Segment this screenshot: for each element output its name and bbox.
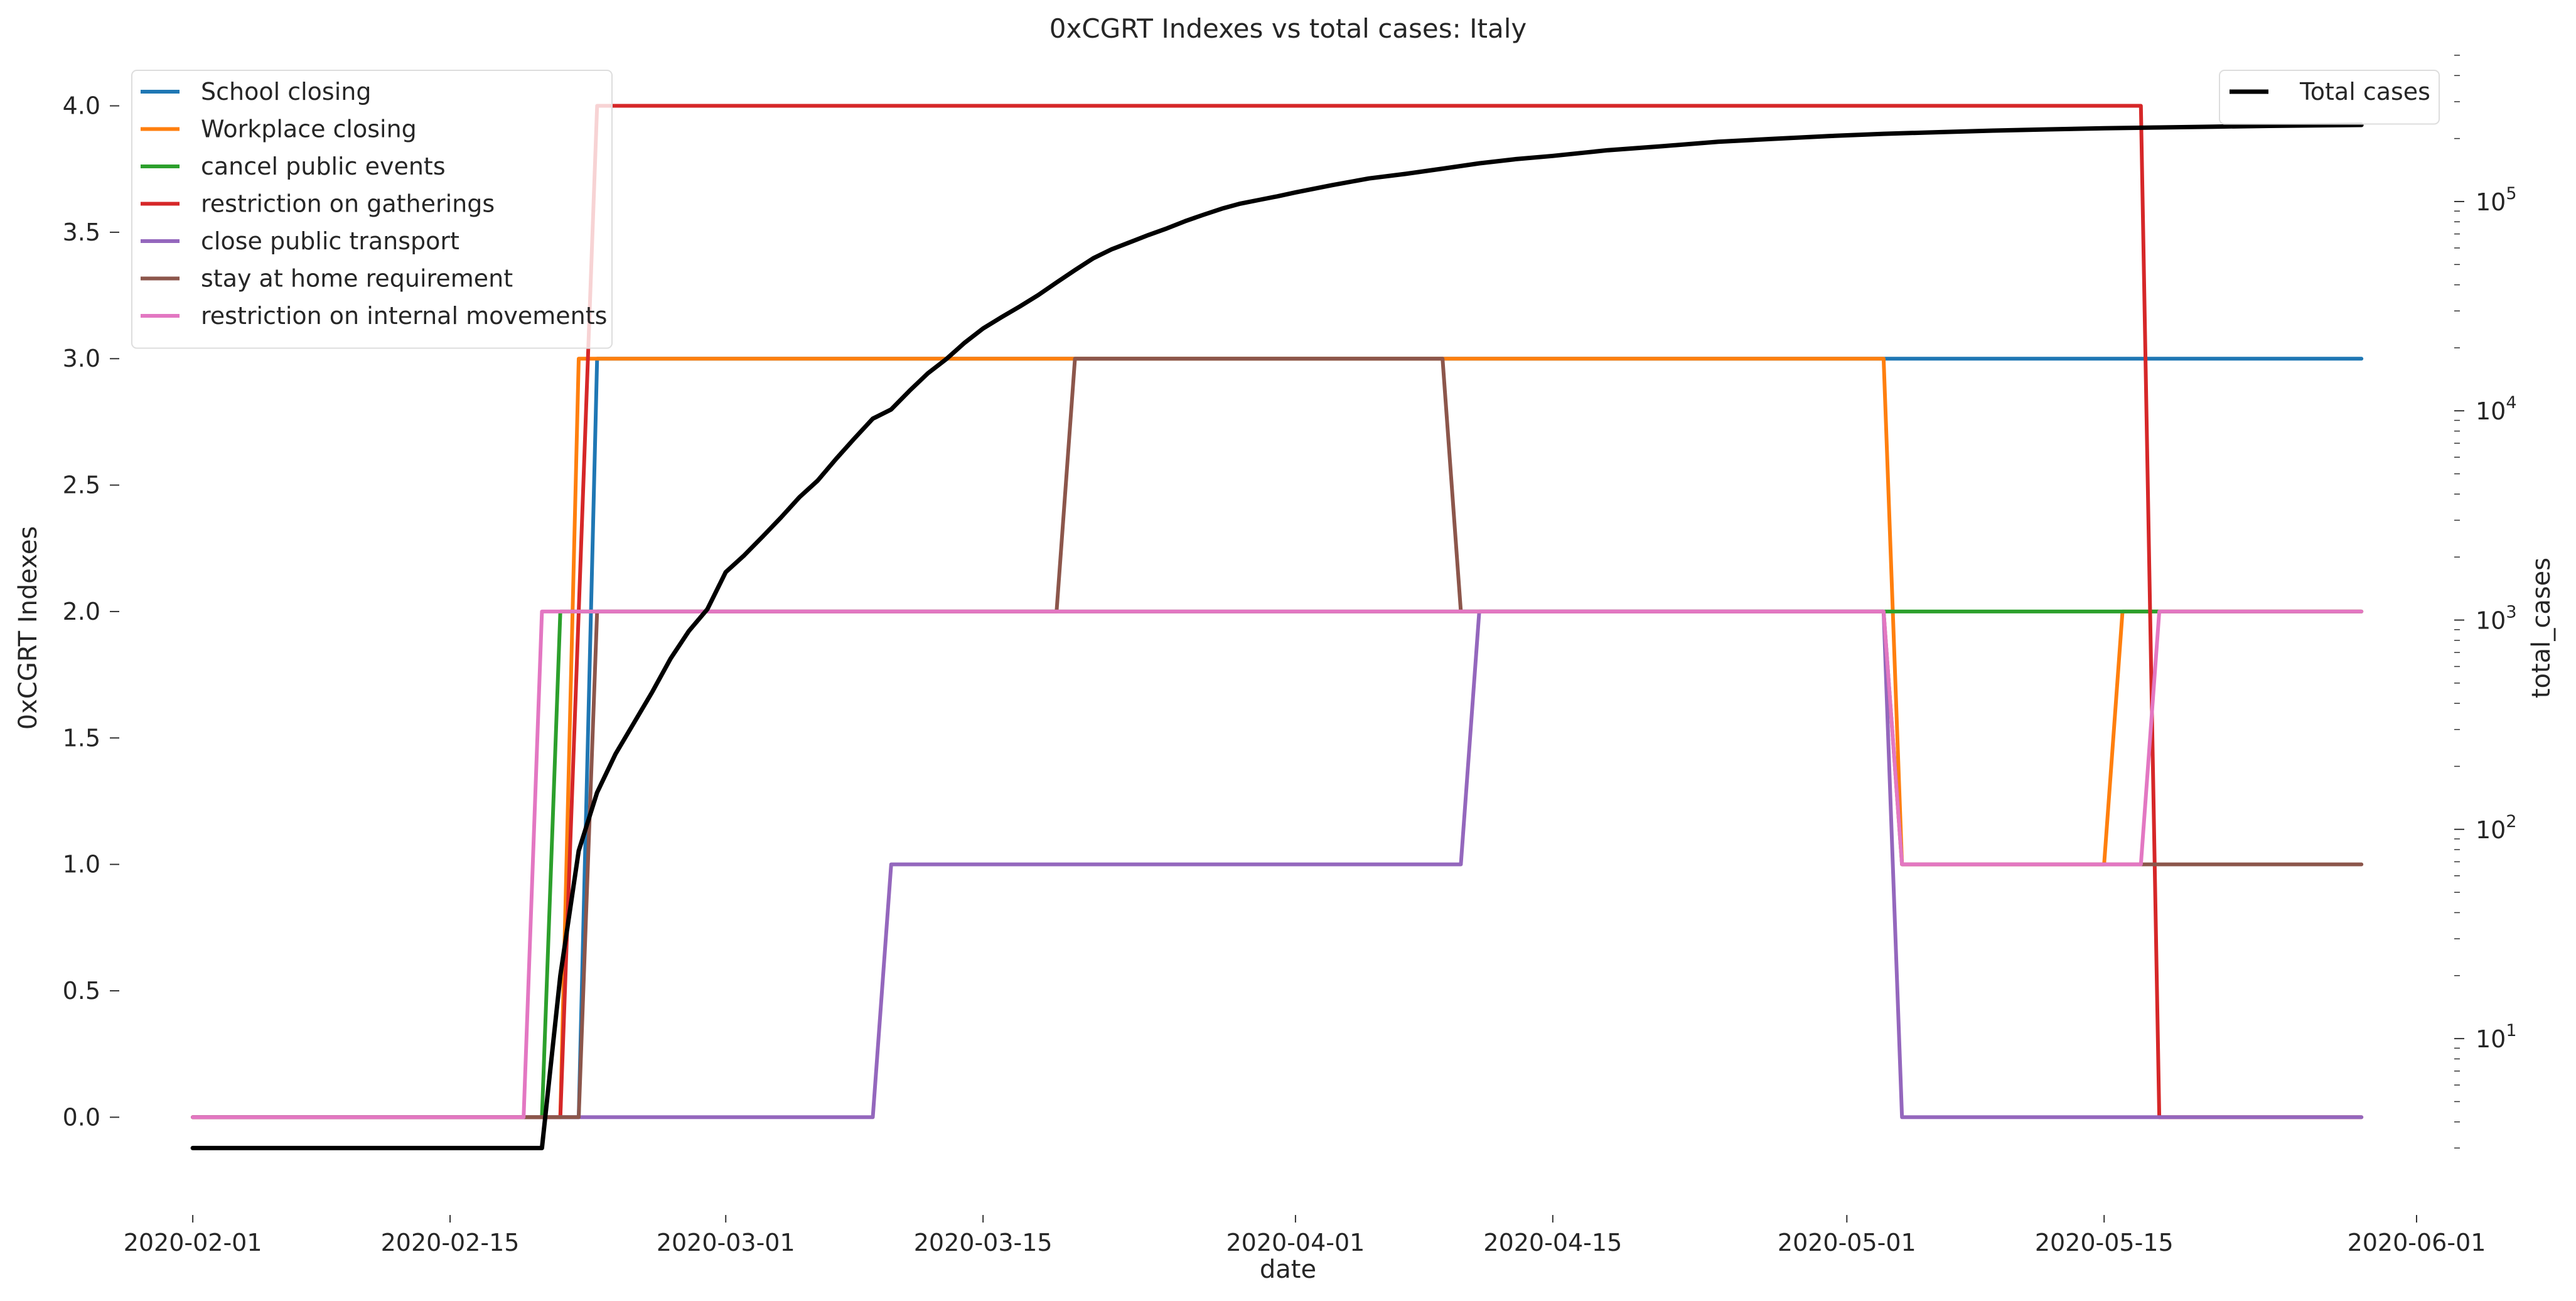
y-axis-label: 0xCGRT Indexes — [14, 526, 43, 730]
y2-tick-label: 104 — [2476, 393, 2517, 425]
y-tick-label: 2.0 — [63, 598, 100, 625]
y-tick-label: 2.5 — [63, 472, 100, 499]
x-tick-label: 2020-05-01 — [1778, 1229, 1916, 1256]
series-line-school-closing — [191, 357, 2364, 1120]
x-tick-label: 2020-03-01 — [657, 1229, 795, 1256]
y2-axis-ticks: 101 102 103 104 105 — [2454, 55, 2517, 1149]
y-tick-label: 0.0 — [63, 1103, 100, 1131]
y-tick-label: 1.5 — [63, 724, 100, 752]
x-axis-label: date — [1260, 1255, 1316, 1284]
y-tick-label: 3.0 — [63, 345, 100, 372]
y-tick-label: 0.5 — [63, 977, 100, 1005]
y-tick-label: 1.0 — [63, 851, 100, 878]
x-tick-label: 2020-04-01 — [1226, 1229, 1365, 1256]
series-line-restriction-on-internal-movements — [191, 609, 2364, 1120]
legend-left: School closing Workplace closing cancel pu… — [131, 70, 613, 349]
series-line-workplace-closing — [191, 357, 2364, 1120]
series-line-stay-at-home-requirement — [191, 357, 2364, 1120]
x-tick-label: 2020-02-15 — [381, 1229, 520, 1256]
legend-label-cancel-public-events: cancel public events — [201, 153, 446, 180]
y2-tick-label: 102 — [2476, 812, 2517, 844]
legend-right-frame — [2219, 70, 2440, 125]
index-series-lines — [191, 104, 2364, 1120]
y-axis-ticks: 0.0 0.5 1.0 1.5 2.0 2.5 3.0 3.5 4.0 — [63, 92, 119, 1131]
series-line-total-cases — [190, 122, 2364, 1150]
legend-right: Total cases — [2219, 70, 2440, 125]
x-tick-label: 2020-06-01 — [2348, 1229, 2486, 1256]
legend-label-school-closing: School closing — [201, 78, 372, 105]
y2-tick-label: 101 — [2476, 1021, 2517, 1053]
legend-label-close-public-transport: close public transport — [201, 227, 459, 255]
y2-tick-label: 105 — [2476, 184, 2517, 216]
x-axis-ticks: 2020-02-01 2020-02-15 2020-03-01 2020-03-15… — [124, 1215, 2486, 1256]
y-tick-label: 4.0 — [63, 92, 100, 120]
chart-title: 0xCGRT Indexes vs total cases: Italy — [1049, 13, 1527, 44]
legend-label-restriction-on-gatherings: restriction on gatherings — [201, 190, 495, 218]
x-tick-label: 2020-04-15 — [1483, 1229, 1622, 1256]
legend-label-workplace-closing: Workplace closing — [201, 116, 417, 143]
x-tick-label: 2020-03-15 — [914, 1229, 1053, 1256]
x-tick-label: 2020-02-01 — [124, 1229, 262, 1256]
total-cases-series-line — [190, 122, 2364, 1150]
legend-label-total-cases: Total cases — [2299, 78, 2430, 105]
y-tick-label: 3.5 — [63, 219, 100, 246]
y2-axis-label: total_cases — [2527, 558, 2556, 698]
y2-tick-label: 103 — [2476, 603, 2517, 635]
legend-label-restriction-on-internal-movements: restriction on internal movements — [201, 302, 607, 330]
legend-left-frame — [131, 70, 613, 349]
legend-label-stay-at-home-requirement: stay at home requirement — [201, 265, 513, 293]
x-tick-label: 2020-05-15 — [2035, 1229, 2174, 1256]
series-line-close-public-transport — [191, 609, 2364, 1120]
